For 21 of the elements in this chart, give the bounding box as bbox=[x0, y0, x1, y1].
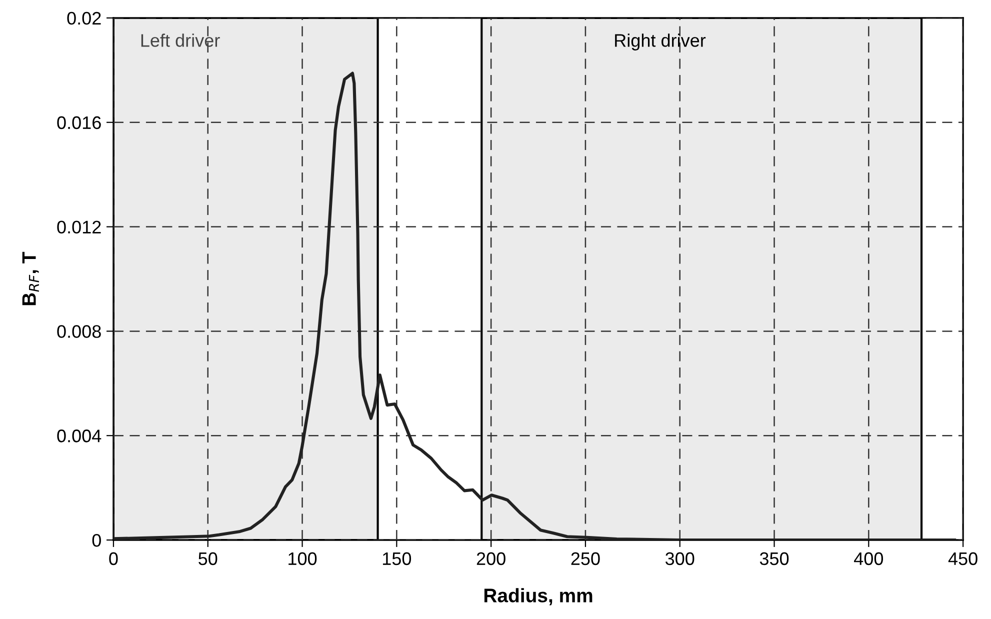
x-tick-label: 250 bbox=[571, 552, 600, 566]
x-axis-title: Radius, mm bbox=[484, 588, 592, 606]
x-tick-label: 400 bbox=[854, 552, 884, 566]
x-tick-label: 0 bbox=[109, 552, 118, 566]
line-series bbox=[113, 72, 956, 540]
x-tick-label: 100 bbox=[288, 552, 317, 566]
x-tick-label: 150 bbox=[382, 552, 412, 566]
band-label: Right driver bbox=[615, 34, 706, 50]
x-tick-label: 450 bbox=[948, 552, 978, 566]
y-tick-label: 0.012 bbox=[57, 220, 101, 234]
x-tick-label: 200 bbox=[476, 552, 506, 566]
y-tick-label: 0.008 bbox=[57, 325, 101, 338]
x-tick-label: 300 bbox=[665, 552, 694, 566]
y-axis-title: B$_{RF}$, T bbox=[22, 252, 39, 306]
y-tick-label: 0.02 bbox=[67, 12, 101, 25]
y-tick-label: 0.004 bbox=[57, 430, 102, 442]
x-tick-label: 350 bbox=[760, 552, 789, 566]
y-tick-label: 0 bbox=[92, 534, 101, 547]
band-label: Left driver bbox=[141, 34, 220, 47]
y-tick-label: 0.016 bbox=[57, 116, 101, 130]
x-tick-label: 50 bbox=[198, 552, 218, 566]
